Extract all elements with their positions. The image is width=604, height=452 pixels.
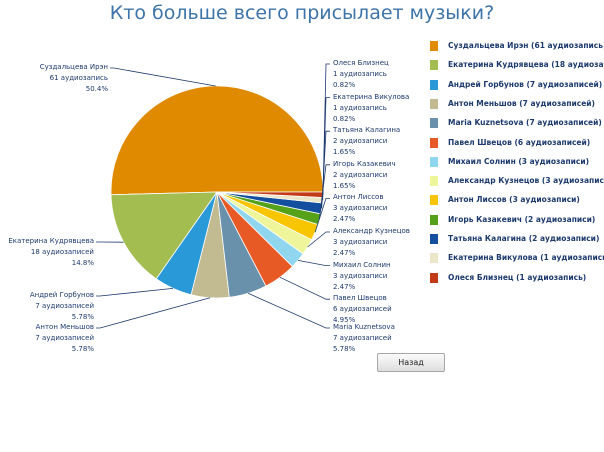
legend-label: Екатерина Викулова (1 аудиозапись) — [448, 253, 604, 263]
leader-line-0 — [110, 67, 216, 87]
legend-label: Екатерина Кудрявцева (18 аудиозаписей) — [448, 60, 604, 70]
legend-label: Александр Кузнецов (3 аудиозаписи) — [448, 176, 604, 186]
callout-count: 3 аудиозаписи — [333, 271, 388, 280]
callout-name: Суздальцева Ирэн — [39, 63, 108, 71]
callout-percent: 1.65% — [333, 148, 356, 157]
callout-name: Павел Швецов — [333, 294, 387, 303]
callout-5: Павел Швецов 6 аудиозаписей 4.95% — [333, 293, 392, 326]
callout-name: Игорь Казакевич — [333, 159, 396, 168]
legend-swatch — [430, 234, 438, 244]
chart-title: Кто больше всего присылает музыки? — [109, 2, 495, 24]
legend-swatch — [430, 98, 438, 109]
callout-9: Игорь Казакевич 2 аудиозаписи 1.65% — [333, 159, 396, 192]
callout-count: 7 аудиозаписей — [35, 334, 94, 342]
callout-percent: 1.65% — [333, 181, 356, 190]
callout-name: Екатерина Кудрявцева — [8, 237, 94, 245]
leader-line-5 — [279, 276, 330, 300]
callout-name: Олеся Близнец — [333, 59, 389, 67]
callout-count: 18 аудиозаписей — [30, 248, 94, 256]
legend-label: Татьяна Калагина (2 аудиозаписи) — [448, 234, 600, 243]
callout-7: Александр Кузнецов 3 аудиозаписи 2.47% — [333, 226, 410, 259]
legend-swatch — [430, 272, 438, 283]
leader-line-9 — [319, 164, 330, 220]
callout-percent: 2.47% — [333, 215, 356, 224]
leader-line-7 — [307, 231, 330, 248]
callout-name: Андрей Горбунов — [29, 291, 94, 299]
callout-percent: 0.82% — [333, 81, 356, 89]
pie-slice-0 — [110, 85, 324, 196]
legend-swatch — [430, 195, 438, 206]
callout-percent: 5.78% — [71, 345, 94, 353]
callout-0: Суздальцева Ирэн 61 аудиозапись 50.4% — [40, 62, 108, 95]
legend-swatch — [430, 118, 438, 129]
callout-8: Антон Лиссов 3 аудиозаписи 2.47% — [333, 192, 387, 225]
leader-line-6 — [297, 260, 330, 267]
callout-11: Екатерина Викулова 1 аудиозапись 0.82% — [333, 92, 409, 125]
callout-name: Татьяна Калагина — [333, 126, 401, 135]
callout-count: 2 аудиозаписи — [333, 170, 388, 179]
callout-count: 7 аудиозаписей — [35, 302, 94, 310]
callout-4: Maria Kuznetsova 7 аудиозаписей 5.78% — [333, 322, 395, 355]
callout-name: Екатерина Викулова — [333, 92, 410, 101]
legend-label: Андрей Горбунов (7 аудиозаписей) — [448, 79, 603, 89]
callout-percent: 50.4% — [85, 85, 108, 93]
callout-6: Михаил Солнин 3 аудиозаписи 2.47% — [333, 260, 391, 293]
callout-count: 1 аудиозапись — [333, 103, 387, 112]
callout-percent: 0.82% — [333, 114, 356, 123]
legend-label: Антон Меньшов (7 аудиозаписей) — [448, 98, 595, 108]
leader-line-12 — [322, 63, 330, 195]
callout-name: Александр Кузнецов — [333, 227, 410, 235]
callout-percent: 2.47% — [333, 249, 356, 257]
leader-line-2 — [96, 288, 174, 297]
callout-percent: 5.78% — [71, 313, 94, 321]
legend-swatch — [430, 214, 438, 225]
legend-label: Олеся Близнец (1 аудиозапись) — [448, 272, 587, 282]
callout-count: 6 аудиозаписей — [333, 305, 392, 314]
callout-percent: 14.8% — [71, 259, 94, 267]
back-button[interactable]: Назад — [377, 353, 445, 372]
callout-3: Антон Меньшов 7 аудиозаписей 5.78% — [35, 322, 94, 355]
callout-name: Михаил Солнин — [333, 260, 391, 269]
legend-label: Maria Kuznetsova (7 аудиозаписей) — [448, 118, 602, 128]
callout-count: 61 аудиозапись — [49, 74, 108, 82]
legend-swatch — [430, 253, 438, 264]
leader-line-3 — [96, 297, 211, 329]
callout-count: 7 аудиозаписей — [333, 334, 392, 342]
callout-1: Екатерина Кудрявцева 18 аудиозаписей 14.8% — [8, 236, 94, 269]
leader-line-8 — [314, 197, 330, 233]
legend-swatch — [430, 60, 438, 71]
callout-name: Maria Kuznetsova — [333, 323, 395, 331]
callout-percent: 4.95% — [333, 316, 356, 325]
leader-line-4 — [248, 292, 330, 329]
legend-swatch — [430, 79, 438, 90]
leader-lines — [96, 63, 330, 329]
legend-swatch — [430, 156, 438, 167]
leader-line-10 — [321, 130, 330, 209]
legend-swatch — [430, 137, 438, 148]
callout-10: Татьяна Калагина 2 аудиозаписи 1.65% — [333, 125, 400, 158]
callout-name: Антон Меньшов — [35, 323, 94, 331]
legend-label: Игорь Казакевич (2 аудиозаписи) — [448, 214, 596, 224]
callout-percent: 2.47% — [333, 282, 356, 291]
callout-percent: 5.78% — [333, 345, 356, 353]
pie-slices — [110, 85, 324, 299]
legend-swatch — [430, 176, 438, 187]
callout-count: 1 аудиозапись — [333, 70, 387, 78]
legend-label: Михаил Солнин (3 аудиозаписи) — [448, 156, 590, 166]
legend-label: Суздальцева Ирэн (61 аудиозапись) — [448, 41, 604, 50]
legend-label: Антон Лиссов (3 аудиозаписи) — [448, 195, 580, 205]
callout-2: Андрей Горбунов 7 аудиозаписей 5.78% — [30, 290, 94, 323]
callout-12: Олеся Близнец 1 аудиозапись 0.82% — [333, 58, 389, 91]
legend-label: Павел Швецов (6 аудиозаписей) — [448, 137, 591, 147]
legend-swatch — [430, 41, 438, 51]
callout-count: 3 аудиозаписи — [333, 238, 388, 246]
callout-count: 2 аудиозаписи — [333, 137, 388, 146]
pie-slice-1 — [110, 191, 218, 280]
callout-count: 3 аудиозаписи — [333, 204, 388, 213]
callout-name: Антон Лиссов — [333, 193, 384, 202]
